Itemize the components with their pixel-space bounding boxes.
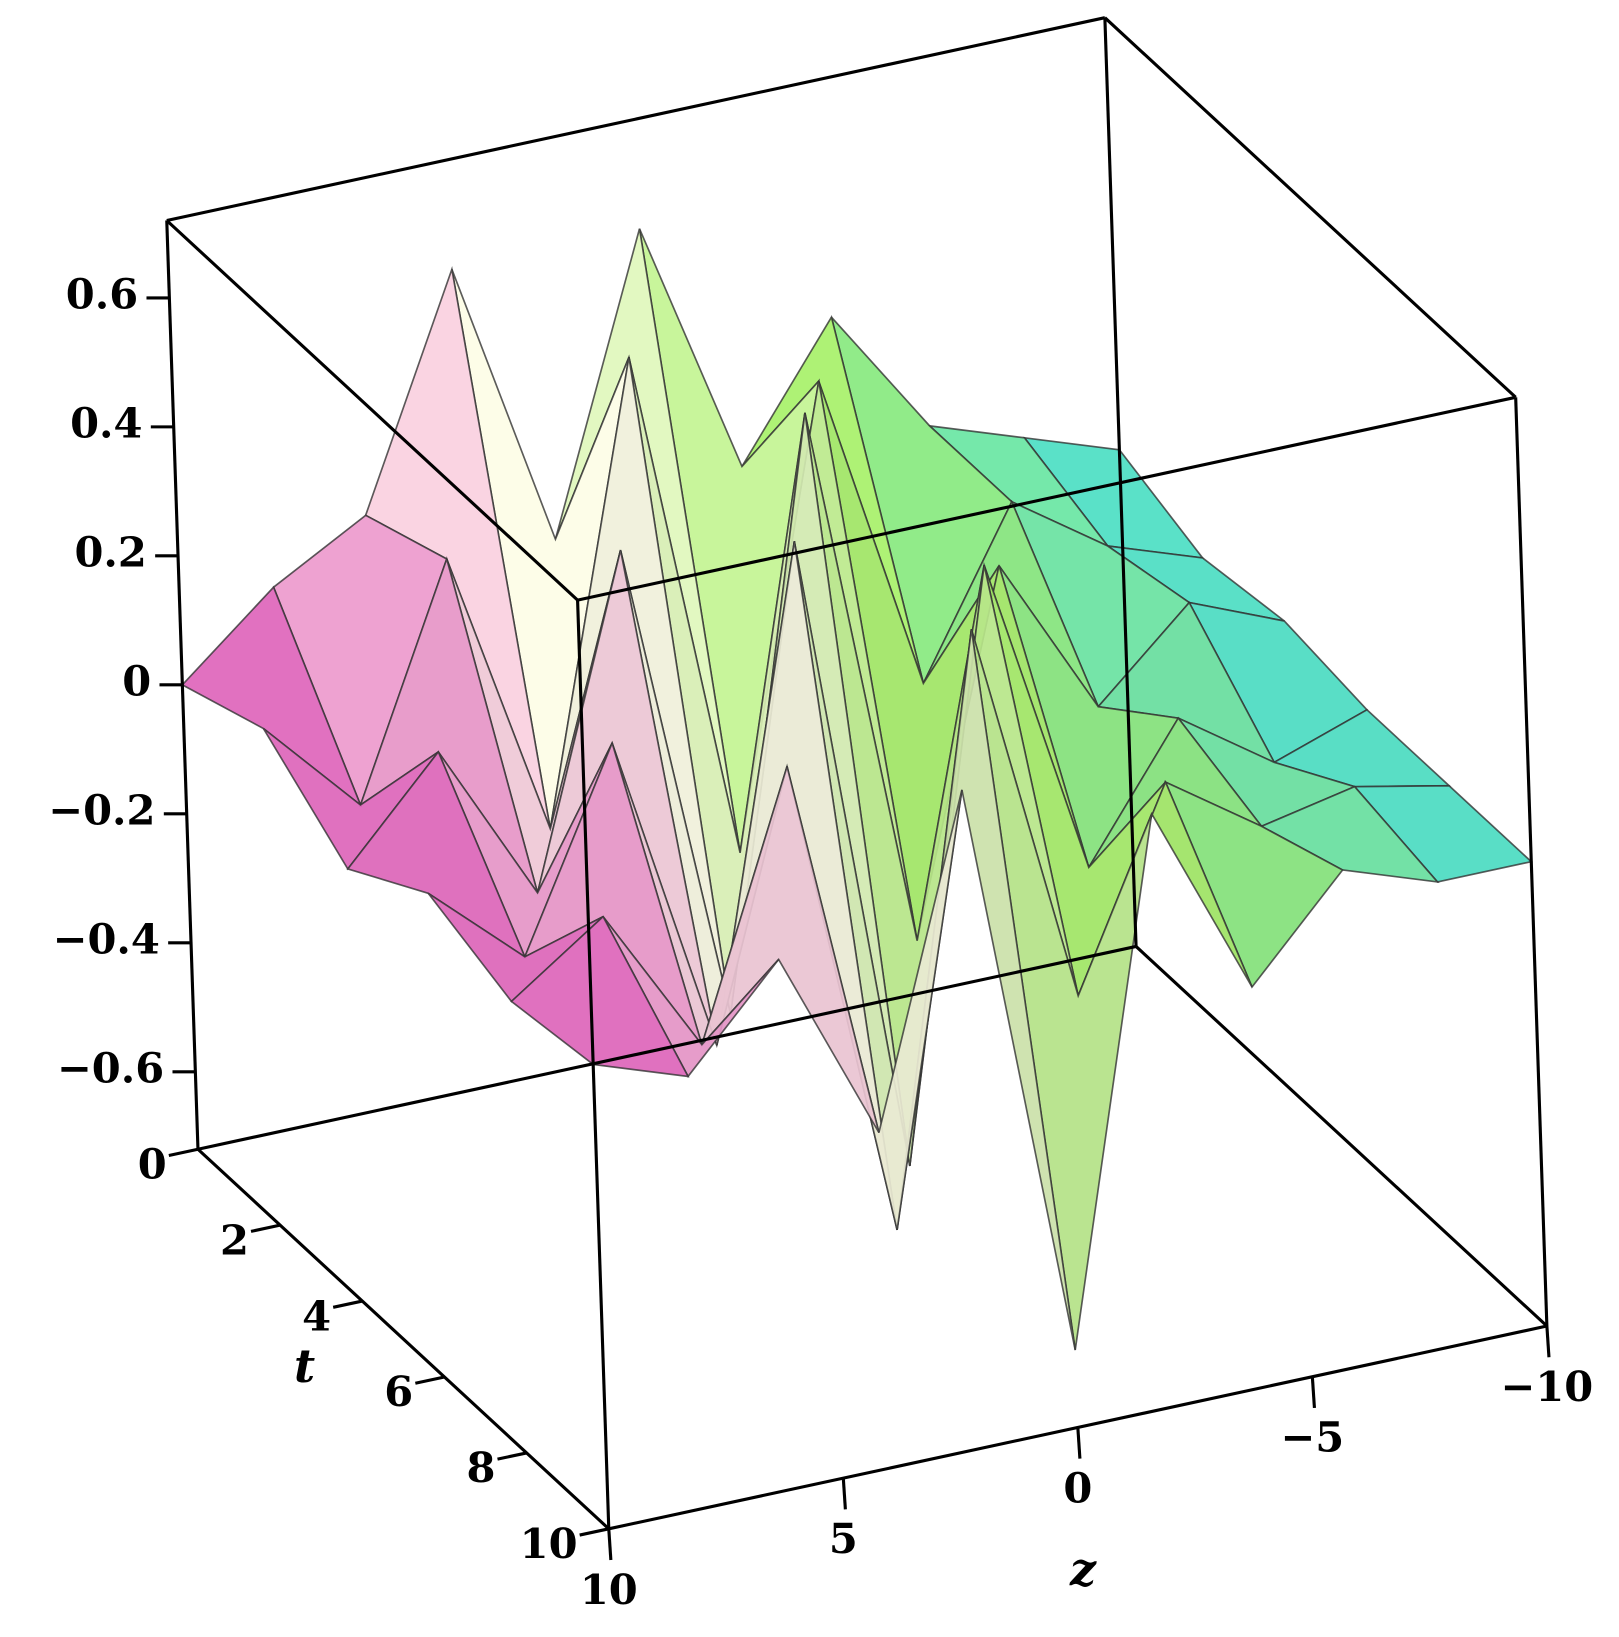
t-tick-label: 8 [466,1443,495,1492]
t-tick-label: 4 [302,1291,331,1340]
value-tick-label: −0.2 [48,785,155,834]
x-tick [1545,1325,1551,1358]
box-edge [577,395,1517,602]
value-tick-label: −0.4 [53,914,160,963]
x-tick-label: 10 [580,1565,638,1614]
x-tick-label: −10 [1501,1362,1594,1411]
box-edge [196,1148,610,1530]
surface-patch [510,915,690,1078]
x-tick-label: −5 [1280,1413,1344,1462]
box-edge [166,16,1106,223]
value-tick-label: 0.2 [74,527,146,576]
t-tick-label: 10 [520,1519,578,1568]
t-tick-label: 2 [220,1215,249,1264]
x-tick-label: 5 [829,1514,858,1563]
t-tick-label: 0 [138,1139,167,1188]
value-tick-label: 0 [122,656,151,705]
box-edge [1103,16,1517,399]
box-edge [197,944,1137,1151]
t-tick [415,1375,445,1385]
t-tick [579,1527,610,1537]
box-edge [576,600,611,1529]
x-axis-label: z [1069,1542,1097,1596]
value-tick-label: 0.6 [66,269,138,318]
box-edge [1514,397,1549,1327]
x-tick [1076,1427,1082,1459]
t-tick [250,1223,281,1233]
box-edge [1135,945,1548,1328]
t-tick [332,1299,363,1309]
x-tick [1310,1376,1316,1409]
value-tick-label: −0.6 [57,1043,164,1092]
x-tick [841,1478,847,1510]
t-tick-label: 6 [384,1367,413,1416]
x-tick [607,1528,613,1561]
box-edge [1103,17,1138,947]
t-tick [168,1147,199,1157]
box-edge [165,219,579,602]
value-tick-label: 0.4 [70,398,142,447]
t-axis-label: t [294,1339,315,1393]
t-tick [497,1451,527,1461]
x-tick-label: 0 [1063,1463,1092,1512]
